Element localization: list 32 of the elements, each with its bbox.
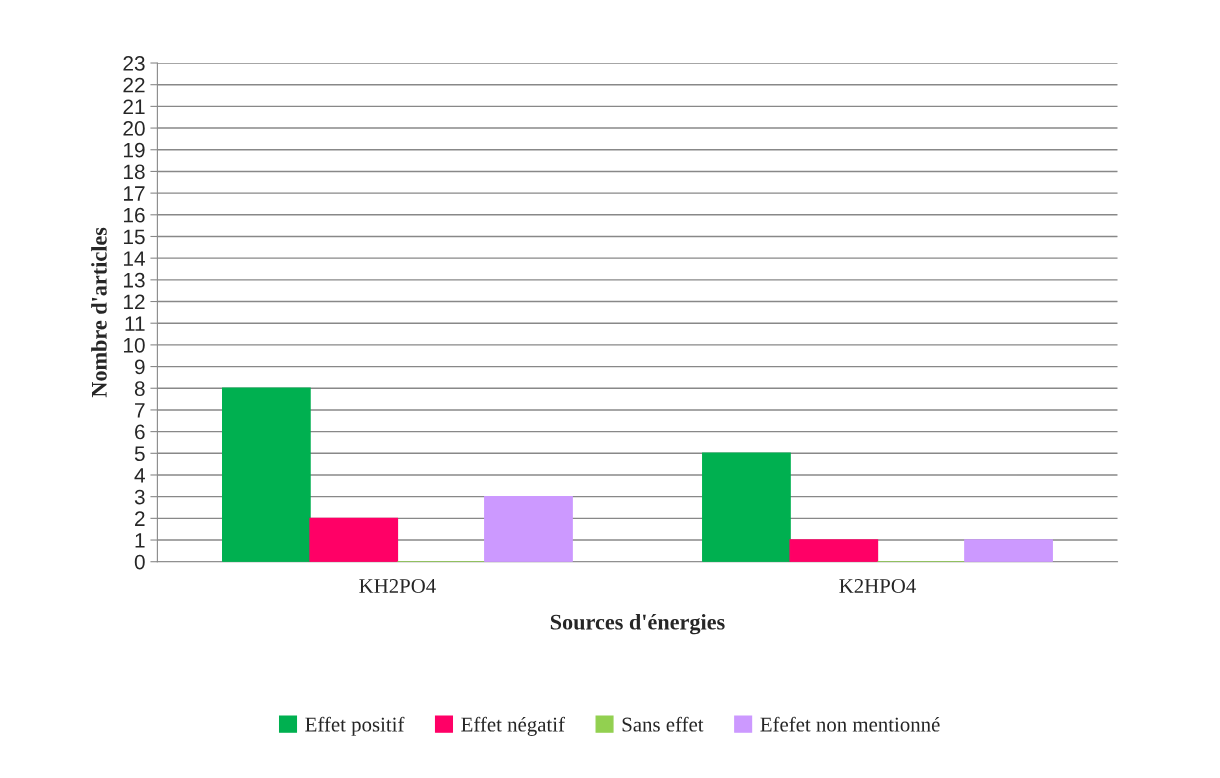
y-tick-label: 15 [123,229,145,245]
y-tick-label: 17 [123,186,145,201]
y-tick-label: 21 [123,99,145,114]
legend-label: Effet positif [305,716,405,736]
y-tick-label: 14 [123,251,145,266]
legend-label: Efefet non mentionné [760,716,940,732]
legend-label: Effet négatif [461,716,565,736]
y-tick-label: 8 [134,381,145,397]
y-tick-label: 16 [123,207,145,223]
y-tick-label: 11 [125,316,145,331]
y-tick-label: 13 [123,272,145,288]
x-tick-label: K2HPO4 [839,579,916,594]
x-axis-title: Sources d'énergies [550,613,725,635]
y-tick-label: 23 [123,56,145,71]
x-tick-label: KH2PO4 [359,579,436,594]
y-axis-title: Nombre d'articles [91,227,107,398]
y-tick-label: 0 [134,554,145,570]
y-tick-label: 19 [123,142,145,158]
y-tick-label: 4 [134,468,145,483]
y-tick-label: 7 [135,403,145,418]
y-tick-label: 2 [135,511,145,526]
y-tick-label: 12 [123,294,145,310]
y-tick-label: 18 [123,164,145,180]
y-tick-label: 9 [134,359,145,375]
y-tick-label: 20 [123,121,145,136]
y-tick-label: 22 [123,77,145,93]
y-tick-label: 6 [135,424,145,440]
y-tick-label: 10 [123,337,145,353]
y-tick-label: 3 [134,489,145,505]
y-tick-label: 5 [134,446,145,462]
legend-label: Sans effet [622,716,704,732]
y-tick-label: 1 [135,533,145,548]
